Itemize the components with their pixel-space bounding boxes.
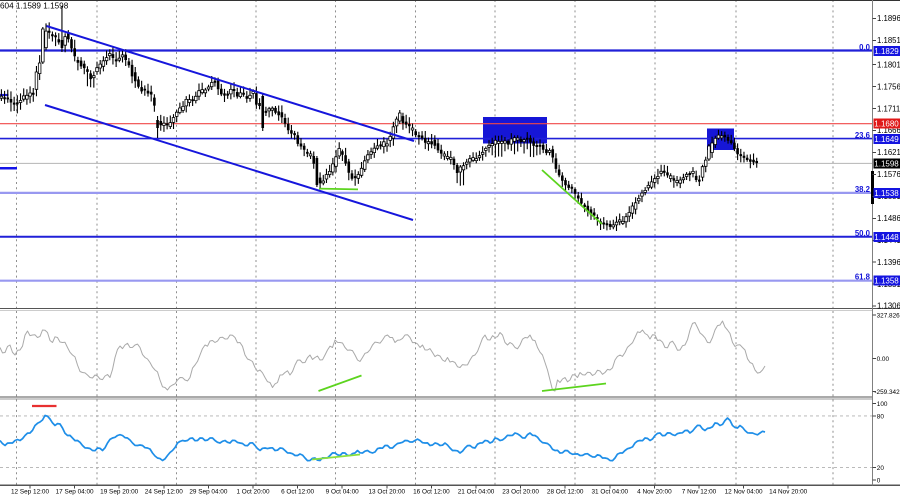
svg-text:1.1598: 1.1598 [874, 160, 899, 169]
svg-text:0.0: 0.0 [859, 43, 871, 52]
svg-text:1.1756: 1.1756 [877, 82, 900, 91]
svg-text:100: 100 [877, 401, 888, 408]
svg-text:50.0: 50.0 [855, 229, 871, 238]
svg-text:1.1896: 1.1896 [877, 14, 900, 23]
svg-text:23 Oct 20:00: 23 Oct 20:00 [502, 489, 539, 496]
svg-text:20: 20 [877, 465, 885, 472]
svg-text:12 Nov 04:00: 12 Nov 04:00 [725, 489, 763, 496]
svg-text:1 Oct 20:00: 1 Oct 20:00 [236, 489, 269, 496]
svg-text:16 Oct 12:00: 16 Oct 12:00 [413, 489, 450, 496]
svg-text:17 Sep 04:00: 17 Sep 04:00 [56, 489, 94, 496]
svg-text:0.00: 0.00 [877, 356, 890, 363]
svg-text:4 Nov 20:00: 4 Nov 20:00 [637, 489, 672, 496]
svg-text:1.1711: 1.1711 [877, 104, 900, 113]
svg-text:19 Sep 20:00: 19 Sep 20:00 [100, 489, 138, 496]
svg-text:1.1486: 1.1486 [877, 214, 900, 223]
svg-text:1.1396: 1.1396 [877, 258, 900, 267]
svg-text:6 Oct 12:00: 6 Oct 12:00 [281, 489, 314, 496]
svg-text:12 Sep 12:00: 12 Sep 12:00 [11, 489, 49, 496]
svg-text:0: 0 [877, 477, 881, 484]
svg-text:-259.342: -259.342 [874, 389, 900, 396]
svg-text:1.1851: 1.1851 [877, 36, 900, 45]
svg-text:23.6: 23.6 [855, 131, 871, 140]
svg-text:24 Sep 12:00: 24 Sep 12:00 [145, 489, 183, 496]
svg-text:1.1649: 1.1649 [874, 135, 899, 144]
svg-text:13 Oct 20:00: 13 Oct 20:00 [369, 489, 406, 496]
svg-text:1.1801: 1.1801 [877, 60, 900, 69]
svg-text:38.2: 38.2 [855, 185, 871, 194]
svg-text:1.1306: 1.1306 [877, 302, 900, 311]
svg-text:21 Oct 04:00: 21 Oct 04:00 [458, 489, 495, 496]
svg-text:14 Nov 20:00: 14 Nov 20:00 [769, 489, 807, 496]
svg-text:1.1829: 1.1829 [874, 47, 899, 56]
svg-text:1.1666: 1.1666 [877, 126, 900, 135]
svg-text:31 Oct 04:00: 31 Oct 04:00 [592, 489, 629, 496]
svg-text:7 Nov 12:00: 7 Nov 12:00 [682, 489, 717, 496]
svg-text:1.1448: 1.1448 [874, 233, 899, 242]
svg-text:80: 80 [877, 413, 885, 420]
svg-text:1.1538: 1.1538 [874, 189, 899, 198]
svg-text:61.8: 61.8 [855, 273, 871, 282]
svg-text:1.1576: 1.1576 [877, 170, 900, 179]
svg-text:604 1.1589 1.1598: 604 1.1589 1.1598 [0, 2, 69, 11]
svg-text:1.1358: 1.1358 [874, 277, 899, 286]
svg-text:327.826: 327.826 [877, 313, 900, 320]
svg-text:1.1621: 1.1621 [877, 148, 900, 157]
svg-text:29 Sep 04:00: 29 Sep 04:00 [189, 489, 227, 496]
svg-text:28 Oct 12:00: 28 Oct 12:00 [547, 489, 584, 496]
svg-text:1.1680: 1.1680 [874, 120, 899, 129]
svg-text:9 Oct 04:00: 9 Oct 04:00 [326, 489, 359, 496]
